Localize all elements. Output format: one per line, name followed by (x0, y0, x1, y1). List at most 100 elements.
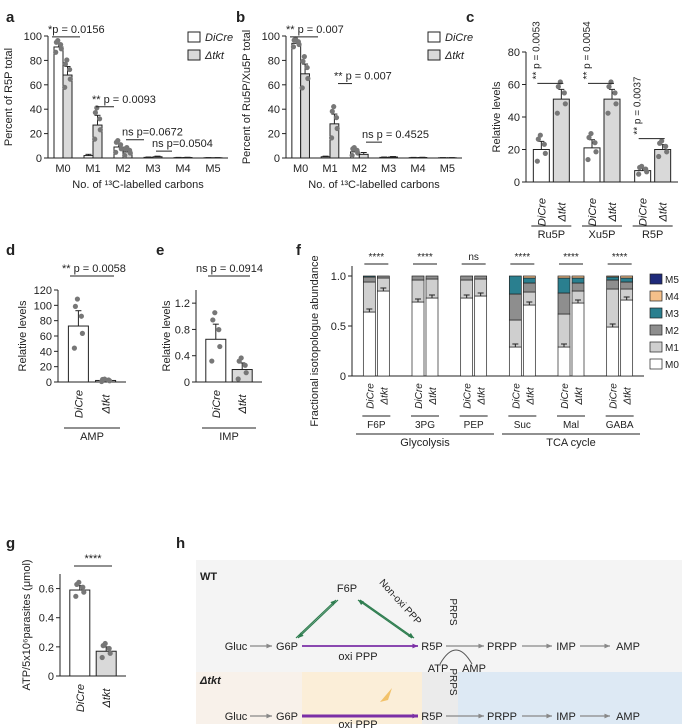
panel-letter-c: c (466, 9, 474, 26)
segment-m2-3PG (411, 275, 425, 281)
x-tick-label-f: DiCre (414, 383, 425, 409)
data-point (235, 376, 241, 382)
y-tick-label: 20 (40, 362, 52, 374)
bar-e-Δtkt (231, 369, 253, 383)
legend-label-M2: M2 (665, 326, 679, 337)
label-oxi-mut: oxi PPP (338, 719, 377, 728)
node-amp-mut: AMP (616, 711, 640, 723)
sig-f-GABA: **** (612, 252, 628, 263)
data-point (350, 146, 356, 152)
node-r5p: R5P (421, 641, 442, 653)
data-point (106, 645, 112, 652)
legend-label-M1: M1 (665, 343, 679, 354)
data-point (299, 85, 305, 91)
data-point (67, 66, 73, 73)
y-axis-label: Fractional isotopologue abundance (309, 255, 321, 426)
segment-m1-F6P (362, 281, 376, 313)
data-point (606, 84, 612, 90)
legend-label-M5: M5 (665, 275, 679, 286)
x-tick-label: M5 (205, 163, 220, 175)
data-point (555, 84, 561, 90)
node-atp-wt: ATP (428, 663, 449, 675)
y-axis-label: Relative levels (161, 300, 173, 371)
metabolite-label-3PG: 3PG (415, 420, 435, 431)
x-tick-label-f: Δtkt (623, 386, 634, 405)
data-point (301, 54, 307, 60)
data-point (586, 134, 592, 141)
arrow-imp-amp-head (604, 643, 610, 649)
mut-bg-prps (422, 672, 458, 724)
data-point (122, 152, 128, 159)
segment-m4-Suc (522, 275, 536, 279)
panel-letter-g: g (6, 535, 15, 552)
segment-m2-Suc (508, 293, 522, 321)
data-point (58, 46, 64, 52)
x-tick-label: M1 (85, 163, 100, 175)
x-tick-label-c: Δtkt (607, 202, 619, 223)
bar-DiCre-M0 (291, 42, 302, 159)
curve-atp-amp-wt (439, 649, 473, 665)
arrow-f6p-r5p-shaft (359, 599, 415, 639)
bar-DiCre-M1 (320, 156, 331, 159)
data-point (561, 90, 567, 96)
arrow-r5p-prpp-mut-head (478, 713, 484, 719)
y-axis-label: Percent of Ru5P/Xu5P total (241, 30, 253, 164)
x-tick-label-e: Δtkt (237, 394, 249, 415)
data-point (329, 135, 335, 141)
bar-DiCre-M1 (83, 155, 94, 159)
node-gluc-mut: Gluc (225, 711, 248, 723)
y-tick-label: 120 (34, 285, 52, 297)
y-tick-label: 20 (30, 129, 42, 141)
y-tick-label: 60 (40, 331, 52, 343)
data-point (53, 39, 60, 45)
arrow-gluc-g6p-head (266, 643, 272, 649)
sig-g: **** (84, 553, 102, 565)
data-point (242, 362, 248, 368)
y-axis-label: Relative levels (491, 81, 503, 152)
segment-m0-Mal (571, 302, 585, 377)
x-tick-label-c: Δtkt (556, 202, 568, 223)
y-tick-label: 0 (48, 671, 54, 683)
segment-m0-F6P (362, 311, 376, 377)
x-tick-label: M3 (145, 163, 160, 175)
legend-swatch-M1 (649, 341, 663, 353)
segment-m3-GABA (606, 276, 620, 281)
bar-e-DiCre (205, 338, 227, 383)
group-label-e: IMP (219, 431, 239, 443)
data-point (73, 593, 79, 599)
data-point (100, 376, 106, 383)
panel-letter-d: d (6, 242, 15, 259)
node-imp-mut: IMP (556, 711, 576, 723)
metabolite-label-PEP: PEP (464, 420, 484, 431)
segment-m3-GABA (620, 277, 634, 283)
x-tick-label: M0 (293, 163, 308, 175)
data-point (113, 139, 119, 145)
x-axis-label: No. of ¹³C-labelled carbons (72, 179, 204, 191)
segment-m0-Suc (522, 304, 536, 377)
data-point (81, 589, 87, 595)
data-point (216, 327, 222, 333)
y-tick-label: 0 (36, 153, 42, 165)
data-point (62, 84, 68, 90)
segment-m2-PEP (474, 275, 488, 280)
x-tick-label-f: Δtkt (525, 386, 536, 405)
sig-b-m0: ** p = 0.007 (286, 24, 344, 36)
data-point (657, 140, 663, 146)
data-point (74, 581, 80, 588)
sig-f-3PG: **** (417, 252, 433, 263)
data-point (554, 110, 560, 116)
data-point (300, 58, 306, 64)
x-tick-label-c: Δtkt (658, 202, 670, 223)
legend-swatch-M4 (649, 290, 663, 302)
data-point (592, 140, 598, 146)
segment-m3-Suc (508, 275, 522, 295)
y-axis-label: ATP/5x10⁶parasites (μmol) (21, 559, 33, 690)
data-point (593, 149, 599, 155)
segment-m0-3PG (425, 297, 439, 377)
legend-swatch-M2 (649, 324, 663, 336)
data-point (562, 101, 568, 107)
segment-m2-Suc (522, 282, 536, 293)
sig-f-Mal: **** (563, 252, 579, 263)
data-point (74, 296, 80, 302)
x-tick-label-e: DiCre (211, 390, 223, 418)
